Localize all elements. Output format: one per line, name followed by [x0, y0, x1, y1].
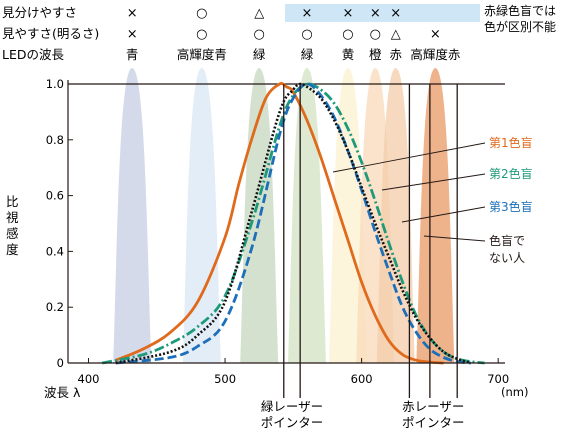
- visibility-mark-5: ○: [370, 27, 381, 42]
- visibility-mark-4: ○: [342, 27, 353, 42]
- y-label-char: 比: [6, 194, 19, 209]
- x-axis-unit: (nm): [501, 385, 528, 399]
- sensitivity-curves: [101, 82, 485, 365]
- visibility-mark-7: ×: [430, 27, 441, 42]
- curve-label-2: 第3色盲: [489, 199, 533, 214]
- x-tick-label-3: 700: [487, 372, 509, 386]
- row-label-led-wavelength: LEDの波長: [2, 47, 64, 62]
- header-table: 見分けやすさ 見やすさ(明るさ) LEDの波長 青 × × 高輝度青 ○ ○ 緑 △ ○ 緑 × ○ 黄…: [2, 5, 460, 62]
- led-name-5: 橙: [369, 47, 382, 62]
- y-tick-label-4: 0.8: [46, 133, 64, 147]
- distinguish-mark-0: ×: [127, 6, 138, 21]
- led-band-4: [328, 68, 367, 363]
- x-axis-label: 波長 λ: [44, 385, 81, 400]
- distinguish-mark-2: △: [254, 6, 264, 21]
- led-band-3: [287, 68, 326, 363]
- laser-label-0-a: 緑レーザー: [261, 399, 323, 414]
- curve-label-3-b: ない人: [489, 251, 525, 265]
- y-tick-label-1: 0.2: [46, 300, 64, 314]
- led-name-3: 緑: [301, 47, 314, 62]
- laser-label-0-b: ポインター: [261, 415, 324, 430]
- led-band-1: [182, 68, 221, 363]
- row-label-visibility: 見やすさ(明るさ): [2, 26, 99, 41]
- curve-label-0: 第1色盲: [489, 135, 533, 150]
- curve-0: [115, 82, 444, 365]
- laser-label-1-b: ポインター: [402, 415, 465, 430]
- visibility-mark-1: ○: [196, 27, 207, 42]
- row-label-distinguishability: 見分けやすさ: [2, 5, 77, 20]
- led-name-2: 緑: [253, 47, 266, 62]
- led-name-0: 青: [126, 47, 139, 62]
- led-spectrum-bands: [113, 68, 455, 363]
- led-band-6: [376, 68, 415, 363]
- note-line1: 赤緑色盲では: [484, 3, 556, 18]
- visibility-mark-6: △: [391, 27, 401, 42]
- label-pointer-3: [423, 235, 486, 242]
- curve-label-1: 第2色盲: [489, 166, 533, 181]
- y-label-char: 視: [6, 210, 19, 225]
- y-label-char: 感: [6, 226, 19, 241]
- distinguish-mark-4: ×: [343, 6, 354, 21]
- label-pointer-2: [401, 206, 486, 223]
- y-tick-label-0: 0: [57, 356, 64, 370]
- visibility-mark-2: ○: [254, 27, 265, 42]
- y-label-char: 度: [6, 242, 19, 257]
- visibility-mark-0: ×: [127, 27, 138, 42]
- led-band-7: [416, 68, 455, 363]
- x-tick-label-0: 400: [78, 372, 100, 386]
- distinguish-mark-5: ×: [370, 6, 381, 21]
- note-line2: 色が区別不能: [484, 19, 556, 34]
- laser-label-1-a: 赤レーザー: [402, 399, 464, 414]
- axes: 0 0.2 0.4 0.6 0.8 1.0 400 500 600 700: [46, 77, 509, 386]
- distinguish-mark-3: ×: [302, 6, 313, 21]
- label-pointer-0: [332, 142, 486, 173]
- led-band-0: [113, 68, 152, 363]
- y-axis-label: 比視感度: [6, 194, 19, 257]
- led-name-1: 高輝度青: [177, 47, 227, 62]
- y-tick-label-5: 1.0: [46, 77, 64, 91]
- visibility-mark-3: ○: [301, 27, 312, 42]
- led-name-7: 高輝度赤: [410, 47, 460, 62]
- curve-label-3-a: 色盲で: [489, 233, 525, 248]
- led-name-4: 黄: [342, 47, 355, 62]
- led-name-6: 赤: [389, 47, 402, 62]
- y-tick-label-3: 0.6: [46, 189, 64, 203]
- curve-3: [115, 82, 472, 365]
- y-tick-label-2: 0.4: [46, 244, 64, 258]
- distinguish-mark-1: ○: [196, 6, 207, 21]
- x-tick-label-1: 500: [214, 372, 236, 386]
- label-pointer-1: [381, 173, 486, 191]
- distinguish-mark-6: ×: [390, 6, 401, 21]
- curve-2: [115, 82, 472, 365]
- note-band: [284, 4, 480, 22]
- x-tick-label-2: 600: [351, 372, 373, 386]
